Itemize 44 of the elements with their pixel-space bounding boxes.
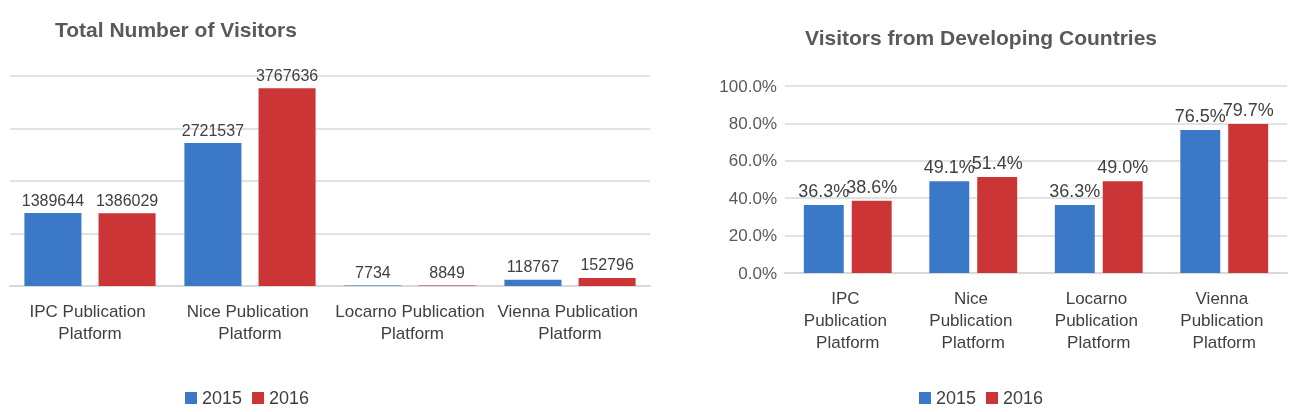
bar bbox=[851, 200, 892, 273]
data-label: 8849 bbox=[429, 264, 465, 282]
data-label: 7734 bbox=[355, 264, 391, 282]
legend-label: 2016 bbox=[269, 388, 310, 408]
chart-title: Total Number of Visitors bbox=[55, 18, 297, 41]
bar bbox=[1228, 123, 1269, 273]
legend-label: 2015 bbox=[935, 388, 976, 408]
x-tick-label: Nice Publication Platform bbox=[929, 288, 1018, 352]
bar bbox=[24, 213, 82, 286]
bar bbox=[1180, 129, 1221, 273]
x-tick-label: IPC Publication Platform bbox=[803, 288, 892, 352]
bar bbox=[504, 279, 562, 286]
data-label: 49.0% bbox=[1097, 157, 1149, 178]
bar bbox=[258, 88, 316, 286]
y-tick-label: 0.0% bbox=[738, 263, 777, 283]
y-tick-label: 20.0% bbox=[728, 226, 777, 246]
bar bbox=[977, 176, 1018, 273]
x-tick-label: Vienna Publication Platform bbox=[497, 301, 643, 343]
data-label: 1389644 bbox=[21, 191, 85, 209]
bar bbox=[1102, 181, 1143, 273]
data-label: 2721537 bbox=[181, 121, 245, 139]
bar bbox=[1054, 205, 1095, 273]
legend-label: 2015 bbox=[202, 388, 243, 408]
x-tick-label: Nice Publication Platform bbox=[186, 301, 314, 343]
x-tick-label: IPC Publication Platform bbox=[29, 301, 151, 343]
data-label: 36.3% bbox=[1049, 181, 1101, 202]
x-tick-label: Locarno Publication Platform bbox=[335, 301, 485, 343]
chart-title: Visitors from Developing Countries bbox=[804, 26, 1158, 49]
bar bbox=[803, 205, 844, 273]
data-label: 152796 bbox=[580, 256, 634, 274]
y-tick-label: 80.0% bbox=[728, 113, 777, 133]
x-tick-label: Locarno Publication Platform bbox=[1054, 288, 1143, 352]
y-tick-label: 100.0% bbox=[719, 76, 777, 96]
bar bbox=[98, 213, 156, 286]
bar bbox=[578, 277, 636, 286]
legend-label: 2016 bbox=[1003, 388, 1044, 408]
bar bbox=[929, 181, 970, 273]
data-label: 1386029 bbox=[95, 191, 159, 209]
data-label: 118767 bbox=[506, 258, 560, 276]
data-label: 3767636 bbox=[255, 66, 319, 84]
y-tick-label: 40.0% bbox=[728, 188, 777, 208]
x-tick-label: Vienna Publication Platform bbox=[1180, 288, 1269, 352]
bar bbox=[184, 143, 242, 286]
y-tick-label: 60.0% bbox=[728, 151, 777, 171]
